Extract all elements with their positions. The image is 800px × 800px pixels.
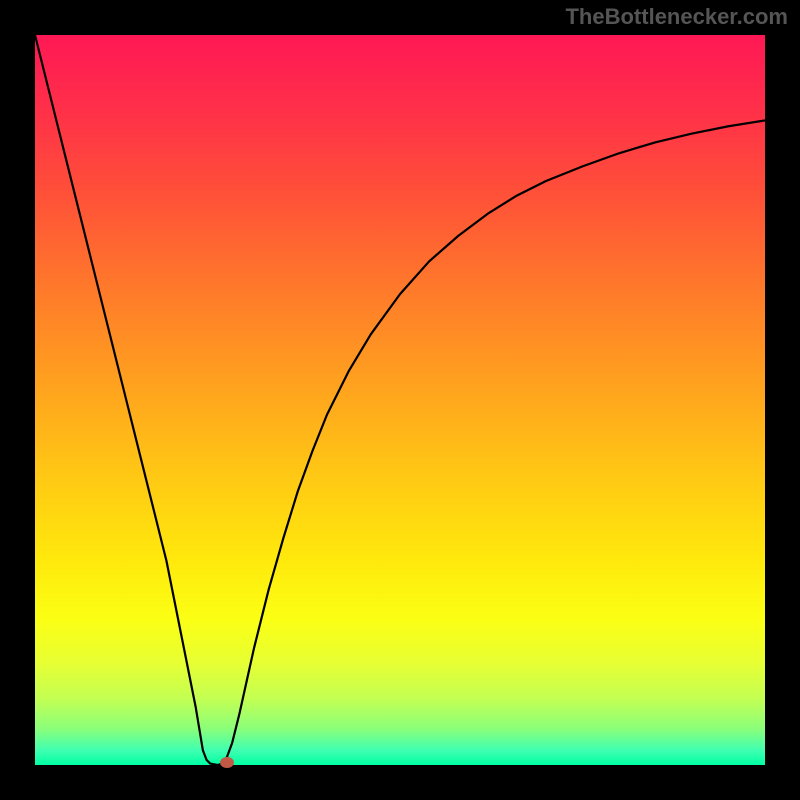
watermark-text: TheBottlenecker.com [565, 4, 788, 30]
plot-background-gradient [35, 35, 765, 765]
plot-area [35, 35, 765, 765]
optimum-point-marker [220, 757, 234, 768]
chart-root: TheBottlenecker.com [0, 0, 800, 800]
plot-svg [35, 35, 765, 765]
